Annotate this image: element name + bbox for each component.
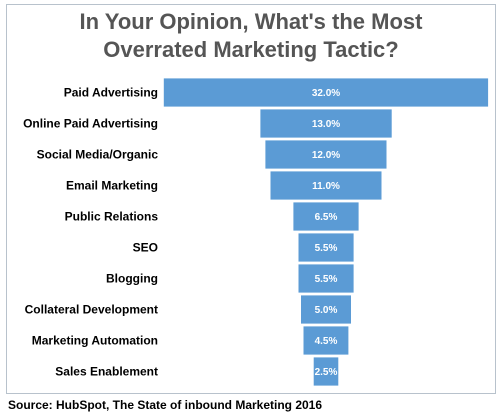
bar-4	[292, 201, 360, 232]
value-label-7: 5.0%	[315, 305, 338, 316]
category-label-7: Collateral Development	[25, 303, 158, 317]
value-label-5: 5.5%	[315, 243, 338, 254]
category-label-4: Public Relations	[65, 210, 159, 224]
category-label-1: Online Paid Advertising	[23, 117, 158, 131]
value-label-3: 11.0%	[312, 181, 340, 192]
chart-title: In Your Opinion, What's the Most Overrat…	[6, 8, 496, 64]
bar-1	[259, 108, 393, 139]
chart-frame	[6, 4, 496, 394]
category-label-9: Sales Enablement	[55, 365, 158, 379]
value-label-4: 6.5%	[315, 212, 338, 223]
bar-0	[162, 77, 489, 108]
value-label-6: 5.5%	[315, 274, 338, 285]
bar-7	[300, 294, 352, 325]
bar-3	[269, 170, 383, 201]
bar-5	[297, 232, 355, 263]
category-label-6: Blogging	[106, 272, 158, 286]
category-label-0: Paid Advertising	[64, 86, 158, 100]
bar-2	[264, 139, 388, 170]
value-label-0: 32.0%	[312, 88, 340, 99]
chart-title-line-2: Overrated Marketing Tactic?	[103, 37, 399, 62]
category-label-8: Marketing Automation	[32, 334, 158, 348]
bar-8	[302, 325, 350, 356]
bar-9	[312, 356, 340, 387]
value-label-8: 4.5%	[315, 336, 338, 347]
value-label-9: 2.5%	[315, 367, 338, 378]
chart-title-line-1: In Your Opinion, What's the Most	[79, 9, 423, 34]
value-label-1: 13.0%	[312, 119, 340, 130]
value-label-2: 12.0%	[312, 150, 340, 161]
category-label-3: Email Marketing	[66, 179, 158, 193]
bar-6	[297, 263, 355, 294]
source-note: Source: HubSpot, The State of inbound Ma…	[8, 398, 323, 412]
category-label-5: SEO	[133, 241, 158, 255]
category-label-2: Social Media/Organic	[37, 148, 159, 162]
